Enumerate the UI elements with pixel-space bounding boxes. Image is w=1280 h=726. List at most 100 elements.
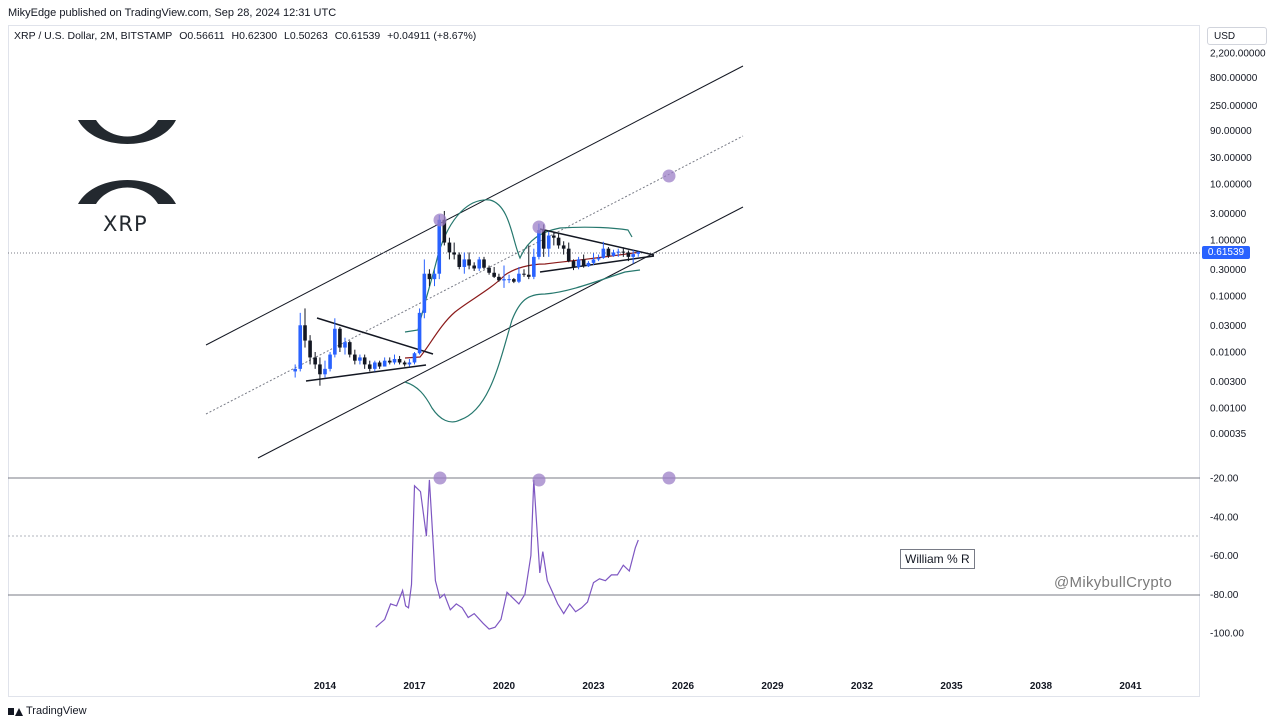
candle-body: [556, 237, 561, 246]
price-axis[interactable]: 2,200.00000 800.00000 250.00000 90.00000 30.…: [1210, 48, 1266, 440]
candle-body: [318, 364, 322, 375]
candle: [621, 247, 626, 257]
candle: [576, 256, 581, 270]
wr-tick-label: -60.00: [1210, 551, 1239, 562]
candle: [636, 251, 641, 257]
channel-middle-line: [205, 135, 744, 415]
candle-body: [447, 242, 452, 253]
candle: [298, 312, 303, 372]
candle-body: [526, 274, 531, 277]
candle: [596, 254, 601, 262]
candle: [367, 360, 372, 372]
marker-projection: [662, 169, 676, 183]
candle-body: [532, 256, 536, 277]
price-markers: [433, 169, 676, 234]
ohlc-low: L0.50263: [283, 30, 328, 42]
candle-body: [537, 230, 541, 257]
indicator-label[interactable]: William % R: [900, 549, 975, 569]
candle: [507, 274, 511, 284]
candle: [467, 252, 471, 270]
candle: [552, 231, 556, 246]
time-tick-label: 2041: [1119, 681, 1142, 692]
candle: [571, 259, 576, 271]
candle-body: [442, 219, 447, 243]
currency-selector[interactable]: USD: [1207, 27, 1267, 45]
candle-body: [472, 265, 476, 269]
candle: [492, 266, 496, 278]
candle: [482, 256, 486, 270]
tradingview-logo[interactable]: TradingView: [8, 705, 87, 717]
candle: [561, 241, 566, 255]
candle: [432, 269, 437, 287]
time-tick-label: 2023: [582, 681, 605, 692]
candle-body: [392, 358, 397, 363]
candle-body: [541, 230, 546, 249]
time-axis[interactable]: 2014 2017 2020 2023 2026 2029 2032 2035 2038 2041: [314, 681, 1142, 692]
candle: [313, 352, 317, 369]
candle: [462, 252, 467, 274]
candle: [626, 250, 631, 262]
candle: [373, 360, 377, 372]
candle: [532, 248, 536, 280]
parallel-channel[interactable]: [205, 65, 744, 459]
candle-body: [507, 279, 511, 281]
price-tick-label: 90.00000: [1210, 126, 1252, 137]
candle-body: [482, 259, 486, 268]
candle: [328, 352, 332, 372]
wr-tick-label: -20.00: [1210, 474, 1239, 485]
price-candles: [293, 210, 641, 386]
candle-body: [631, 254, 635, 257]
price-tick-label: 3.00000: [1210, 209, 1247, 220]
williams-axis[interactable]: -20.00 -40.00 -60.00 -80.00 -100.00: [1210, 474, 1244, 640]
price-tick-label: 0.00100: [1210, 404, 1247, 415]
candle: [407, 358, 412, 367]
candle: [601, 241, 606, 259]
candle: [397, 355, 402, 365]
current-price-tag: 0.61539: [1202, 246, 1250, 259]
candle-body: [601, 248, 606, 258]
chart-frame: [8, 25, 1200, 697]
symbol-name[interactable]: XRP / U.S. Dollar, 2M, BITSTAMP: [14, 30, 173, 42]
candle: [382, 357, 387, 367]
candle-body: [427, 273, 432, 280]
candle: [303, 308, 307, 348]
candle: [457, 252, 462, 270]
candle: [497, 273, 501, 282]
candle-body: [373, 362, 377, 369]
candle: [606, 246, 611, 258]
price-tick-label: 800.00000: [1210, 73, 1258, 84]
triangle-patterns[interactable]: [305, 228, 655, 382]
candle-body: [338, 328, 342, 348]
candle-body: [566, 248, 571, 262]
wr-tick-label: -80.00: [1210, 590, 1239, 601]
candle-body: [382, 360, 387, 367]
bollinger-bands: [404, 199, 641, 423]
candle-body: [397, 358, 402, 363]
candle: [512, 277, 516, 284]
bollinger-upper: [404, 199, 633, 333]
time-tick-label: 2017: [403, 681, 426, 692]
candle-body: [293, 368, 297, 372]
channel-upper-line: [205, 65, 744, 346]
author-watermark: @MikybullCrypto: [1054, 574, 1173, 591]
price-tick-label: 1.00000: [1210, 236, 1247, 247]
candle-body: [422, 273, 427, 313]
candle-body: [462, 259, 467, 267]
wr-marker-projection: [662, 471, 676, 485]
candle-body: [412, 353, 417, 363]
candle: [293, 364, 297, 378]
candle-body: [502, 279, 506, 281]
candle: [377, 360, 382, 369]
candle-body: [606, 248, 611, 256]
williams-pane: [8, 471, 1200, 630]
candle: [517, 266, 521, 284]
price-tick-label: 0.03000: [1210, 321, 1247, 332]
candle: [343, 337, 347, 355]
candle-body: [303, 325, 307, 341]
candle-body: [561, 245, 566, 249]
candle-body: [616, 251, 621, 253]
williams-r-line: [375, 479, 639, 630]
price-tick-label: 0.01000: [1210, 348, 1247, 359]
candle-body: [487, 267, 491, 273]
